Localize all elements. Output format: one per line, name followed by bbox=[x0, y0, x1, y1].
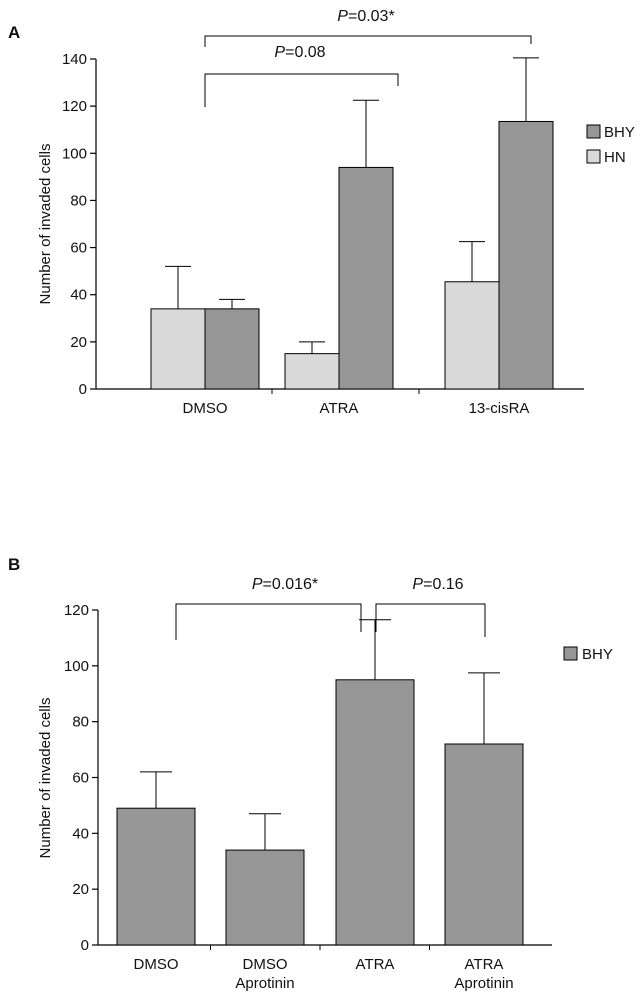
panel-a-bracket-2: P=0.03* bbox=[204, 8, 532, 47]
y-tick-label: 80 bbox=[72, 714, 89, 731]
panel-b-legend-label-bhy: BHY bbox=[582, 646, 613, 663]
panel-b-legend: BHY bbox=[563, 646, 613, 663]
panel-a-legend-swatch-hn bbox=[586, 149, 601, 164]
panel-b-bracket-1: P=0.016* bbox=[175, 576, 362, 640]
panel-a-letter: A bbox=[8, 23, 20, 42]
y-tick-label: 80 bbox=[70, 192, 87, 209]
y-tick-label: 60 bbox=[70, 240, 87, 257]
bar-bhy bbox=[444, 743, 524, 946]
panel-a-category-labels: DMSO ATRA 13-cisRA bbox=[183, 389, 530, 417]
bar-bhy bbox=[225, 849, 305, 946]
bar-bhy bbox=[338, 166, 394, 390]
category-label: Aprotinin bbox=[235, 975, 294, 992]
panel-a-bracket-1: P=0.08 bbox=[204, 44, 399, 107]
panel-b-bracket-1-line bbox=[175, 603, 362, 640]
bar-bhy bbox=[204, 308, 260, 390]
y-tick-label: 20 bbox=[72, 881, 89, 898]
panel-a-legend-label-hn: HN bbox=[604, 149, 626, 166]
category-label: DMSO bbox=[183, 400, 228, 417]
category-label: ATRA bbox=[465, 956, 504, 973]
panel-a-bars bbox=[150, 57, 554, 390]
panel-a: A Number of invaded cells 0 20 40 60 80 100 12… bbox=[8, 8, 635, 417]
panel-b-legend-swatch-bhy bbox=[563, 646, 578, 661]
bar-hn bbox=[444, 281, 500, 390]
y-tick-label: 140 bbox=[62, 51, 87, 68]
panel-b-y-ticks: 0 20 40 60 80 100 120 bbox=[64, 602, 98, 954]
y-tick-label: 100 bbox=[62, 145, 87, 162]
category-label: DMSO bbox=[134, 956, 179, 973]
category-label: ATRA bbox=[356, 956, 395, 973]
panel-b-bracket-2: P=0.16 bbox=[375, 576, 486, 637]
category-label: DMSO bbox=[243, 956, 288, 973]
panel-b-bracket-1-label: P=0.016* bbox=[252, 576, 318, 593]
category-label: 13-cisRA bbox=[469, 400, 530, 417]
y-tick-label: 0 bbox=[81, 937, 89, 954]
y-tick-label: 100 bbox=[64, 658, 89, 675]
panel-a-y-ticks: 0 20 40 60 80 100 120 140 bbox=[62, 51, 96, 398]
panel-a-bracket-2-line bbox=[204, 35, 532, 47]
panel-b: B Number of invaded cells 0 20 40 60 80 100 12… bbox=[8, 555, 613, 992]
y-tick-label: 120 bbox=[64, 602, 89, 619]
bar-hn bbox=[150, 308, 206, 390]
panel-a-y-axis-title: Number of invaded cells bbox=[37, 144, 54, 305]
y-tick-label: 20 bbox=[70, 334, 87, 351]
panel-b-bracket-2-line bbox=[375, 603, 486, 637]
panel-a-bracket-1-line bbox=[204, 73, 399, 107]
y-tick-label: 60 bbox=[72, 770, 89, 787]
y-tick-label: 40 bbox=[70, 287, 87, 304]
y-tick-label: 0 bbox=[79, 381, 87, 398]
panel-b-letter: B bbox=[8, 555, 20, 574]
panel-b-y-axis-title: Number of invaded cells bbox=[37, 698, 54, 859]
bar-bhy bbox=[335, 679, 415, 946]
bar-hn bbox=[284, 353, 340, 390]
category-label: ATRA bbox=[320, 400, 359, 417]
category-label: Aprotinin bbox=[454, 975, 513, 992]
panel-b-category-labels: DMSO DMSO Aprotinin ATRA ATRA Aprotinin bbox=[134, 945, 514, 992]
y-tick-label: 120 bbox=[62, 98, 87, 115]
y-tick-label: 40 bbox=[72, 825, 89, 842]
panel-a-bracket-2-label: P=0.03* bbox=[337, 8, 394, 25]
bar-bhy bbox=[116, 807, 196, 946]
panel-b-bracket-2-label: P=0.16 bbox=[412, 576, 463, 593]
panel-a-legend-label-bhy: BHY bbox=[604, 124, 635, 141]
bar-bhy bbox=[498, 120, 554, 390]
panel-a-legend: BHY HN bbox=[586, 124, 635, 166]
panel-a-bracket-1-label: P=0.08 bbox=[274, 44, 325, 61]
panel-b-bars bbox=[116, 619, 524, 946]
panel-a-legend-swatch-bhy bbox=[586, 124, 601, 139]
